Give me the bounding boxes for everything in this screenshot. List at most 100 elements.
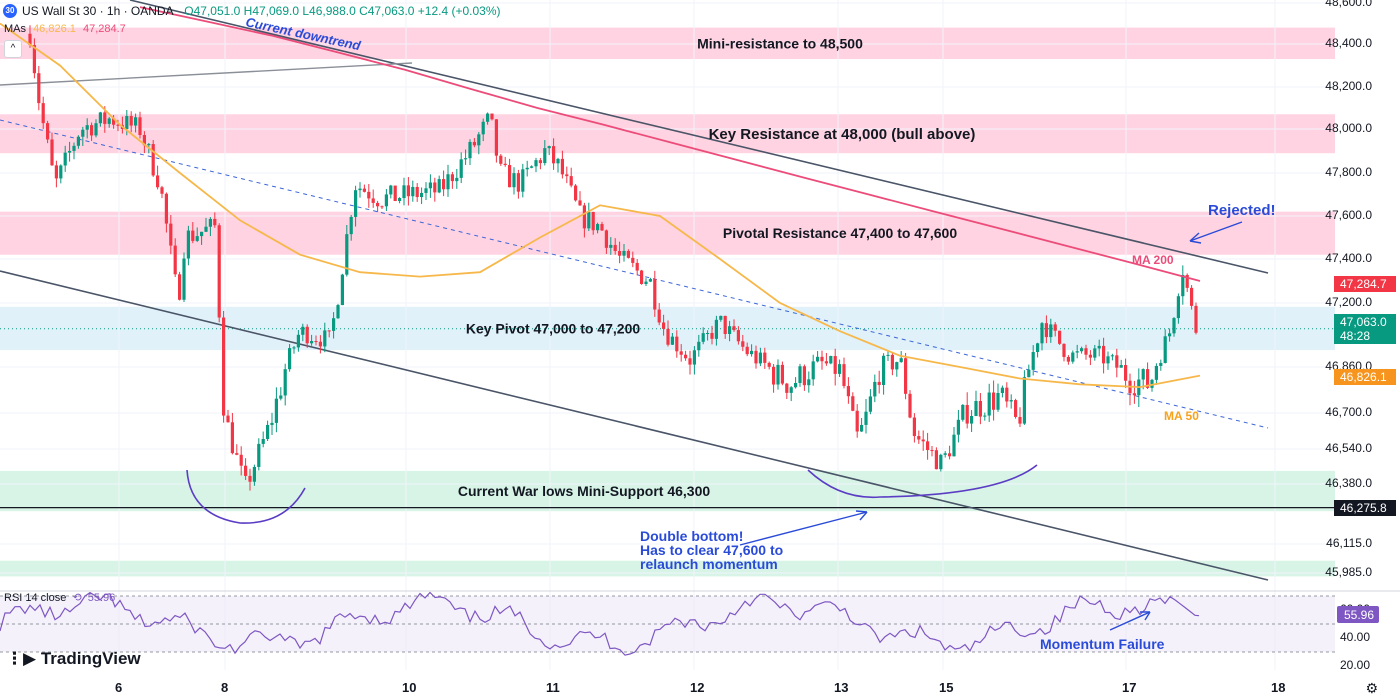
price-tick-7: 47,200.0 bbox=[1325, 295, 1372, 309]
candle-body-27 bbox=[147, 144, 151, 146]
candle-body-43 bbox=[217, 225, 221, 318]
candle-body-215 bbox=[974, 401, 978, 416]
candle-body-80 bbox=[380, 206, 384, 208]
candle-body-263 bbox=[1185, 274, 1189, 288]
candle-body-56 bbox=[274, 398, 278, 423]
candle-body-179 bbox=[816, 356, 820, 362]
rejected-annotation: Rejected! bbox=[1208, 202, 1276, 219]
candle-body-177 bbox=[807, 379, 811, 386]
candle-body-102 bbox=[477, 134, 481, 146]
candle-body-183 bbox=[833, 356, 837, 374]
title-text: US Wall St 30 · 1h · OANDA bbox=[22, 4, 173, 18]
candle-body-4 bbox=[46, 123, 50, 140]
candle-body-28 bbox=[151, 144, 155, 176]
double-bottom-arrowhead bbox=[855, 510, 868, 521]
candle-body-208 bbox=[943, 453, 947, 455]
candle-body-47 bbox=[235, 453, 239, 455]
ma-legend[interactable]: MAs 46,826.1 47,284.7 bbox=[4, 23, 126, 35]
candle-body-142 bbox=[653, 279, 657, 310]
candle-body-29 bbox=[156, 175, 160, 188]
time-tick-1: 8 bbox=[221, 680, 229, 695]
candle-body-239 bbox=[1080, 348, 1084, 352]
candle-body-42 bbox=[213, 218, 217, 226]
rsi-legend[interactable]: RSI 14 close ⟲ 55.96 bbox=[4, 591, 115, 604]
candle-body-264 bbox=[1190, 287, 1194, 306]
candle-body-169 bbox=[772, 366, 776, 385]
candle-body-83 bbox=[393, 185, 397, 202]
settings-gear-icon[interactable]: ⚙ bbox=[1365, 680, 1378, 696]
price-tick-2: 48,200.0 bbox=[1325, 79, 1372, 93]
candle-body-24 bbox=[134, 117, 138, 126]
double-bottom-line-2: relaunch momentum bbox=[640, 556, 778, 572]
price-tick-4: 47,800.0 bbox=[1325, 165, 1372, 179]
candle-body-199 bbox=[904, 358, 908, 394]
tv-logo-icon: ⋮▶ bbox=[6, 649, 37, 668]
candle-body-16 bbox=[98, 112, 102, 124]
candle-body-7 bbox=[59, 165, 63, 179]
candle-body-165 bbox=[754, 350, 758, 364]
candle-body-203 bbox=[921, 439, 925, 442]
candle-body-207 bbox=[939, 454, 943, 470]
rsi-settings-icon[interactable]: ⟲ bbox=[72, 592, 82, 604]
candle-body-0 bbox=[28, 33, 32, 46]
candle-body-74 bbox=[354, 190, 358, 217]
candle-body-104 bbox=[486, 113, 490, 122]
moving-averages-layer bbox=[0, 6, 1201, 389]
rsi-legend-value: 55.96 bbox=[87, 592, 116, 604]
candle-body-103 bbox=[481, 121, 485, 135]
candle-body-140 bbox=[644, 281, 648, 284]
candle-body-176 bbox=[802, 366, 806, 386]
candle-body-65 bbox=[314, 341, 318, 343]
candle-body-248 bbox=[1119, 365, 1123, 368]
candle-body-61 bbox=[296, 334, 300, 348]
rsi-tick-2: 20.00 bbox=[1340, 658, 1370, 672]
price-tick-13: 45,985.0 bbox=[1325, 565, 1372, 579]
ma50-annotation: MA 50 bbox=[1164, 409, 1199, 423]
candle-body-126 bbox=[582, 205, 586, 229]
symbol-badge[interactable]: 30 bbox=[3, 4, 17, 18]
momentum-arrowhead bbox=[1140, 611, 1151, 621]
candle-body-157 bbox=[719, 315, 723, 320]
candle-body-57 bbox=[279, 395, 283, 399]
candle-body-75 bbox=[358, 188, 362, 191]
ohlc-readout: O47,051.0 H47,069.0 L46,988.0 C47,063.0 … bbox=[184, 4, 501, 18]
candle-body-70 bbox=[336, 305, 340, 319]
candle-body-168 bbox=[767, 362, 771, 367]
candle-body-138 bbox=[635, 262, 639, 271]
candle-body-173 bbox=[789, 387, 793, 393]
bottom-curve-right bbox=[807, 464, 1038, 499]
candle-body-243 bbox=[1097, 345, 1101, 349]
candle-body-94 bbox=[442, 179, 446, 190]
candle-body-85 bbox=[402, 185, 406, 199]
candle-body-87 bbox=[411, 186, 415, 197]
tradingview-logo[interactable]: ⋮▶ TradingView bbox=[6, 649, 141, 669]
candle-body-22 bbox=[125, 115, 129, 130]
candle-body-111 bbox=[516, 173, 520, 192]
candle-body-76 bbox=[362, 188, 366, 192]
candle-body-84 bbox=[398, 198, 402, 202]
candle-body-242 bbox=[1093, 348, 1097, 358]
candle-body-114 bbox=[530, 166, 534, 168]
candle-body-152 bbox=[697, 341, 701, 351]
collapse-legend-button[interactable]: ^ bbox=[4, 40, 22, 58]
candle-body-117 bbox=[543, 148, 547, 164]
price-tick-11: 46,380.0 bbox=[1325, 476, 1372, 490]
candle-body-107 bbox=[499, 155, 503, 164]
mid-channel-line bbox=[0, 119, 1269, 429]
candle-body-227 bbox=[1027, 369, 1031, 378]
candle-body-206 bbox=[934, 450, 938, 470]
candles-layer bbox=[28, 25, 1198, 491]
candle-body-233 bbox=[1053, 324, 1057, 331]
price-tick-10: 46,540.0 bbox=[1325, 441, 1372, 455]
candle-body-79 bbox=[376, 202, 380, 207]
candle-body-134 bbox=[618, 251, 622, 256]
candle-body-33 bbox=[173, 245, 177, 275]
symbol-title[interactable]: US Wall St 30 · 1h · OANDA O47,051.0 H47… bbox=[22, 4, 501, 18]
candle-body-151 bbox=[692, 350, 696, 365]
tv-logo-text: TradingView bbox=[40, 649, 141, 668]
candle-body-234 bbox=[1058, 330, 1062, 344]
candle-body-46 bbox=[230, 422, 234, 454]
momentum-annotation: Momentum Failure bbox=[1040, 636, 1165, 652]
candle-body-132 bbox=[609, 244, 613, 248]
